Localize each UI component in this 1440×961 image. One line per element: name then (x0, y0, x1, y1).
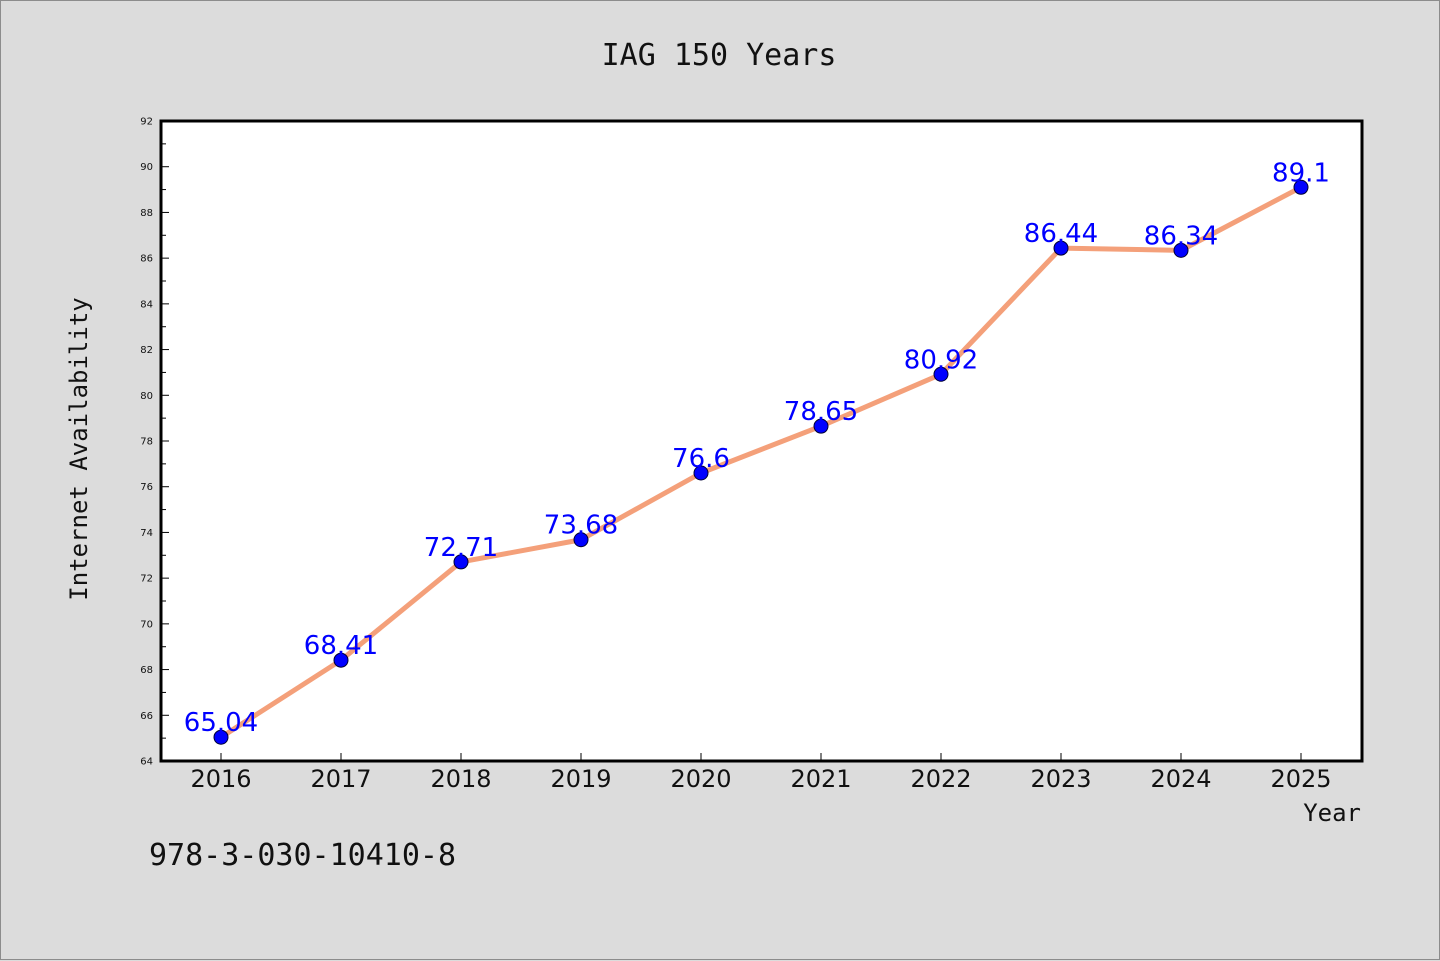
x-tick-label: 2023 (1030, 765, 1091, 793)
data-point (453, 554, 469, 570)
data-label: 68.41 (304, 631, 378, 661)
y-tick-label: 90 (140, 162, 153, 173)
data-point (333, 652, 349, 668)
y-tick-label: 72 (140, 574, 153, 585)
data-label: 65.04 (184, 708, 258, 738)
x-tick-label: 2018 (430, 765, 491, 793)
series-line (218, 184, 1304, 740)
chart-title: IAG 150 Years (602, 38, 837, 73)
plot-area (159, 119, 1364, 763)
x-tick-label: 2020 (670, 765, 731, 793)
y-tick-label: 74 (140, 528, 153, 539)
data-label: 76.6 (672, 444, 730, 474)
data-point (693, 465, 709, 481)
y-tick-label: 76 (140, 482, 153, 493)
x-tick-label: 2021 (790, 765, 851, 793)
isbn-text: 978-3-030-10410-8 (149, 838, 456, 873)
x-tick-label: 2025 (1270, 765, 1331, 793)
y-tick-label: 68 (140, 665, 153, 676)
data-label: 89.1 (1272, 158, 1330, 188)
y-tick-label: 78 (140, 437, 153, 448)
y-tick-label: 82 (140, 345, 153, 356)
y-axis-title: Internet Availability (65, 297, 93, 600)
data-label: 72.71 (424, 533, 498, 563)
data-label: 86.44 (1024, 219, 1098, 249)
data-label: 73.68 (544, 511, 618, 541)
data-label: 80.92 (904, 345, 978, 375)
y-tick-label: 86 (140, 254, 153, 265)
y-tick-label: 66 (140, 711, 153, 722)
data-point (933, 366, 949, 382)
y-tick-label: 84 (140, 299, 153, 310)
data-point (813, 418, 829, 434)
y-tick-label: 88 (140, 208, 153, 219)
y-tick-label: 70 (140, 619, 153, 630)
x-tick-label: 2022 (910, 765, 971, 793)
y-axis: 64 66 68 70 72 74 76 78 80 82 84 86 88 90 92 (140, 117, 169, 768)
x-tick-label: 2024 (1150, 765, 1211, 793)
data-labels: 65.04 68.41 72.71 73.68 76.6 78.65 80.92 86.44 8… (184, 158, 1330, 738)
x-tick-label: 2017 (310, 765, 371, 793)
x-tick-label: 2016 (190, 765, 251, 793)
x-axis-title: Year (1303, 799, 1361, 827)
data-label: 86.34 (1144, 221, 1218, 251)
y-tick-label: 64 (140, 757, 153, 768)
data-point (1053, 240, 1069, 256)
y-tick-label: 80 (140, 391, 153, 402)
x-tick-label: 2019 (550, 765, 611, 793)
x-axis: 2016 2017 2018 2019 2020 2021 2022 2023 2024 2025 (190, 753, 1332, 793)
y-tick-label: 92 (140, 117, 153, 128)
data-point (213, 729, 229, 745)
data-point (573, 532, 589, 548)
data-point (1293, 179, 1309, 195)
data-point (1173, 242, 1189, 258)
data-label: 78.65 (784, 397, 858, 427)
series-markers (213, 179, 1309, 745)
